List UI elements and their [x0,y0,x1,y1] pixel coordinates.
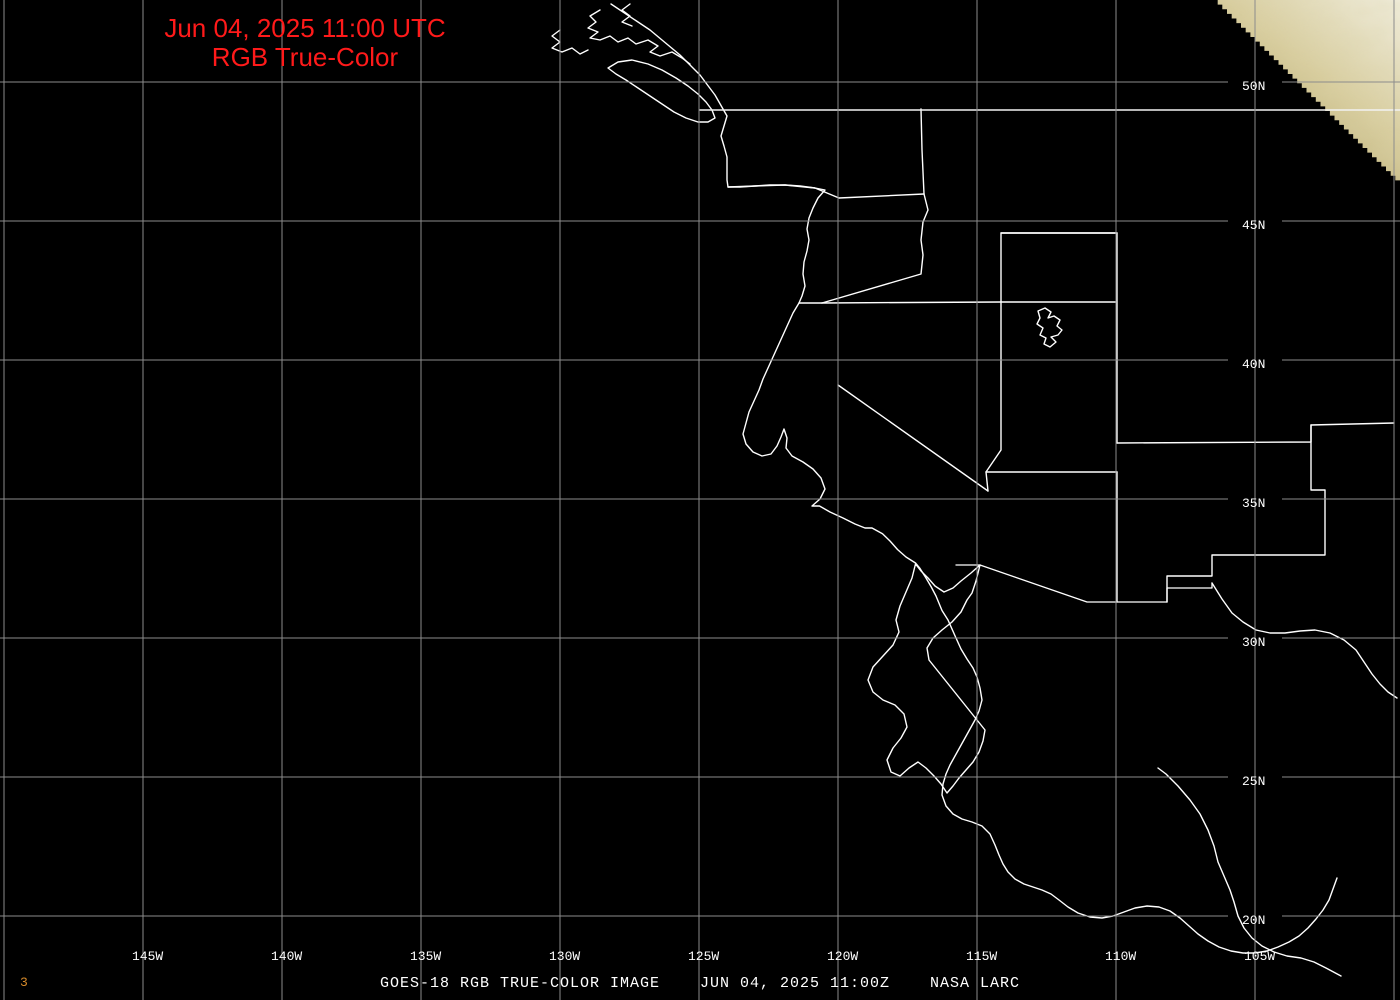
svg-text:105W: 105W [1244,949,1275,964]
svg-text:30N: 30N [1242,635,1265,650]
svg-text:115W: 115W [966,949,997,964]
svg-text:145W: 145W [132,949,163,964]
svg-text:140W: 140W [271,949,302,964]
svg-text:135W: 135W [410,949,441,964]
svg-text:50N: 50N [1242,79,1265,94]
svg-text:120W: 120W [827,949,858,964]
svg-text:20N: 20N [1242,913,1265,928]
svg-text:125W: 125W [688,949,719,964]
svg-text:40N: 40N [1242,357,1265,372]
svg-text:25N: 25N [1242,774,1265,789]
svg-text:130W: 130W [549,949,580,964]
svg-text:35N: 35N [1242,496,1265,511]
svg-text:110W: 110W [1105,949,1136,964]
svg-text:45N: 45N [1242,218,1265,233]
